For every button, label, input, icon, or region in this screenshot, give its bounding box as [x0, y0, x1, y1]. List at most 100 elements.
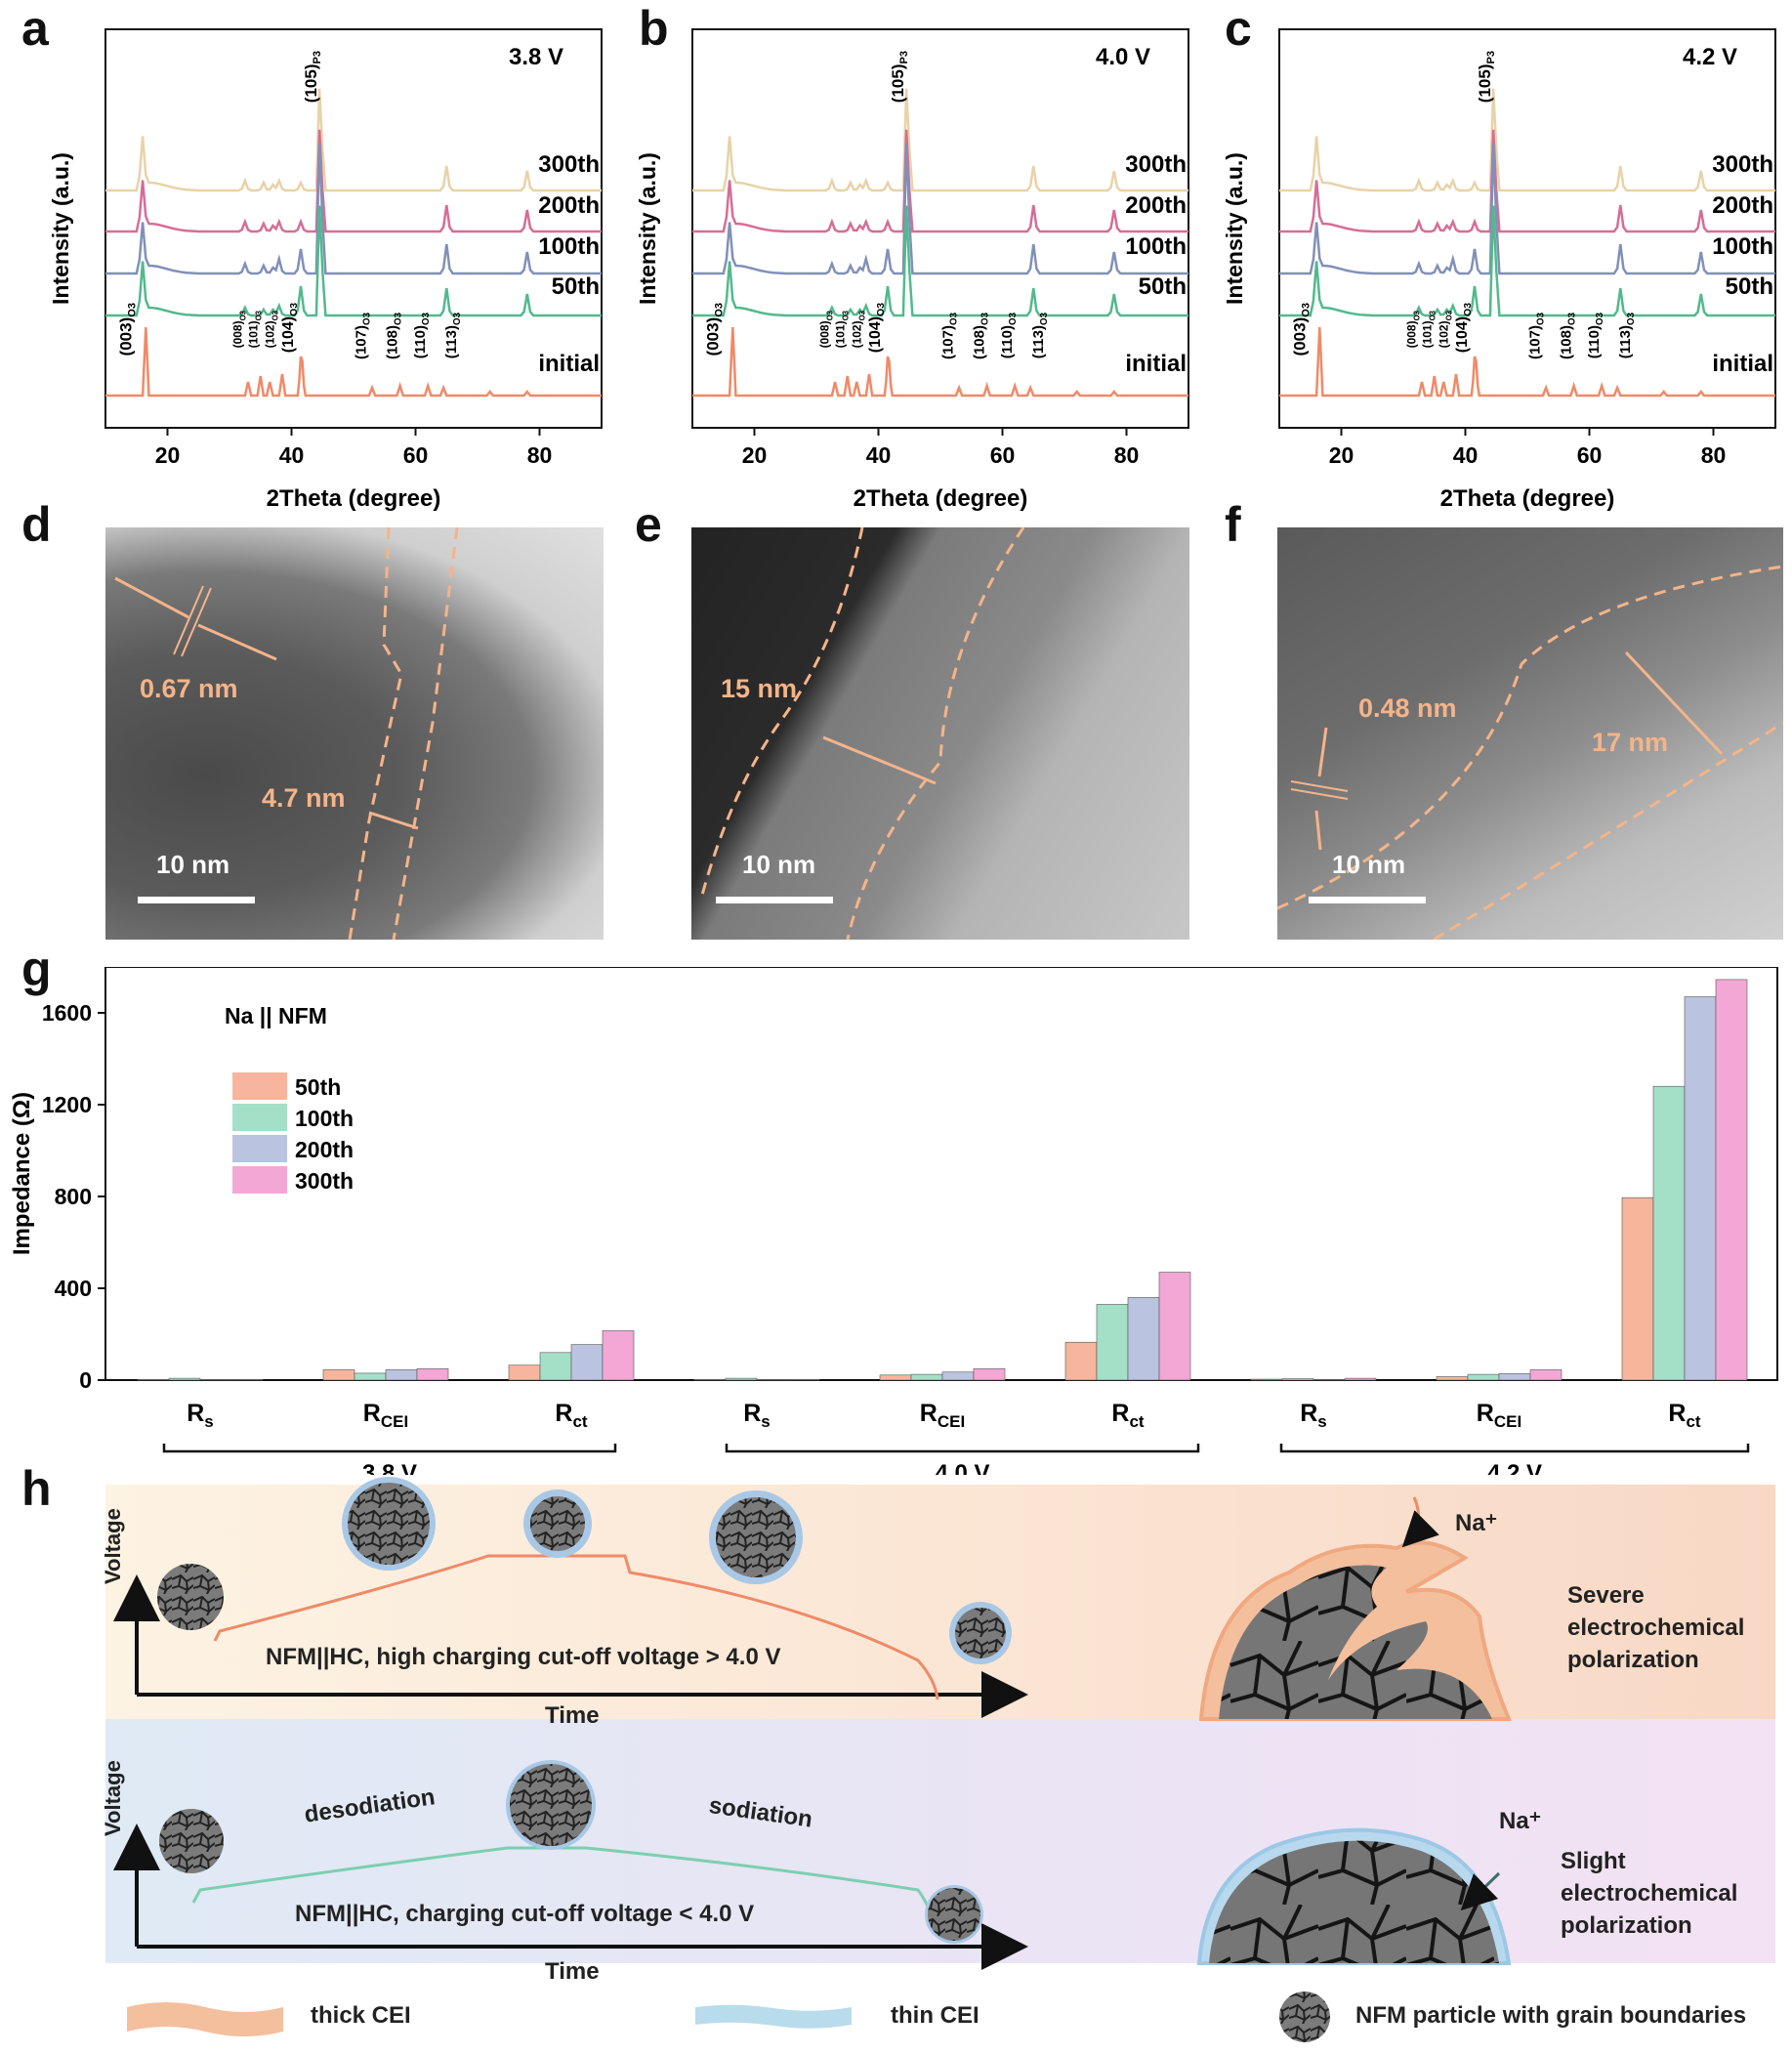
impedance-bar-chart: 0 400 800 1200 1600 Impedance (Ω) Na || NFM 50t…	[9, 967, 1778, 1475]
scale-bar-label: 10 nm	[742, 850, 816, 879]
group-voltage-label: 3.8 V	[362, 1460, 417, 1475]
curve-label: 300th	[1712, 151, 1773, 178]
top-desc-3: polarization	[1567, 1647, 1699, 1673]
peak-label: (008)O3	[818, 310, 835, 348]
group-voltage-label: 4.0 V	[935, 1460, 989, 1475]
legend-label: 50th	[295, 1074, 341, 1100]
legend-swatch	[232, 1166, 287, 1194]
curve-label: 50th	[1139, 273, 1187, 300]
top-voltage-curve	[213, 1554, 939, 1700]
xrd-panel-b: 20 40 60 80 2Theta (degree) Intensity (a.u.) 4…	[635, 28, 1189, 512]
bottom-caption: NFM||HC, charging cut-off voltage < 4.0 …	[295, 1901, 755, 1927]
peak-label: (107)O3	[1527, 312, 1547, 359]
category-label: Rct	[1111, 1400, 1145, 1431]
cei-thickness-label: 15 nm	[721, 674, 798, 703]
bar-200th-RCEI	[941, 1371, 975, 1381]
peak-label: (102)O3	[1438, 310, 1454, 348]
bar-300th-Rs	[787, 1378, 820, 1381]
particle-thin-cei	[159, 1760, 983, 1944]
panel-letter-h: h	[21, 1461, 52, 1516]
peak-label: (107)O3	[940, 312, 960, 359]
bar-chart-area: 0 400 800 1200 1600 Impedance (Ω) Na || NFM 50t…	[9, 967, 1778, 1475]
category-label: Rct	[1668, 1400, 1701, 1431]
peak-label: (105)P3	[1476, 51, 1497, 103]
bar-50th-Rct	[508, 1364, 541, 1381]
voltage-label: 3.8 V	[509, 44, 563, 70]
cracked-particle-thick-cei	[1198, 1496, 1512, 1721]
curve-label: 100th	[1712, 233, 1773, 260]
xrd-curve-300th	[105, 88, 602, 192]
curve-label: 200th	[538, 192, 600, 219]
xtick-label: 20	[1329, 442, 1354, 468]
peak-label: (105)P3	[302, 51, 323, 103]
bar-300th-RCEI	[973, 1367, 1006, 1381]
xtick-label: 60	[990, 442, 1016, 468]
peak-label: (113)O3	[1030, 312, 1050, 358]
bar-100th-RCEI	[910, 1373, 943, 1381]
bar-200th-Rs	[199, 1378, 232, 1381]
scale-bar-label: 10 nm	[156, 850, 230, 879]
xrd-curve-200th	[692, 129, 1188, 233]
panel-letter-f: f	[1225, 497, 1241, 552]
bar-300th-Rct	[1715, 979, 1748, 1381]
bar-200th-Rs	[756, 1378, 789, 1381]
xtick-label: 40	[866, 442, 892, 468]
cei-thickness-label: 4.7 nm	[262, 783, 346, 813]
particle-thick-cei	[157, 1477, 1012, 1664]
curve-label: initial	[538, 351, 600, 377]
tem-image-f: 0.48 nm 17 nm 10 nm	[1277, 527, 1783, 940]
xrd-panel-a: 20 40 60 80 2Theta (degree) Intensity (a.u.) 3…	[48, 28, 603, 512]
bar-100th-Rs	[725, 1377, 758, 1381]
group-bracket	[162, 1444, 617, 1453]
top-desc-2: electrochemical	[1567, 1615, 1745, 1641]
tem-image-e: 15 nm 10 nm	[691, 527, 1189, 940]
bar-300th-Rs	[1344, 1377, 1377, 1381]
xtick-label: 80	[527, 442, 553, 468]
xrd-xlabel: 2Theta (degree)	[1440, 485, 1615, 512]
group-bracket	[1279, 1444, 1750, 1453]
curve-label: initial	[1712, 351, 1773, 377]
xrd-curve-initial	[692, 326, 1188, 398]
xtick-label: 20	[155, 442, 181, 468]
bar-200th-Rs	[1313, 1378, 1346, 1381]
peak-label: (113)O3	[443, 312, 463, 358]
xrd-ylabel: Intensity (a.u.)	[1222, 152, 1247, 305]
bar-300th-Rct	[602, 1330, 635, 1381]
xrd-curve-50th	[1279, 205, 1775, 317]
group-voltage-label: 4.2 V	[1487, 1460, 1542, 1475]
thin-cei-swatch	[695, 2004, 852, 2029]
xrd-panels: 20 40 60 80 2Theta (degree) Intensity (a.u.) 3…	[48, 28, 1776, 512]
xrd-curve-50th	[105, 205, 602, 317]
bar-50th-RCEI	[879, 1374, 912, 1381]
ytick-label: 400	[55, 1276, 92, 1301]
bar-100th-Rs	[1281, 1378, 1314, 1381]
voltage-label: 4.0 V	[1096, 44, 1150, 70]
particle-thin-cei-section	[1196, 1827, 1512, 1965]
bar-300th-Rs	[230, 1378, 264, 1381]
top-caption: NFM||HC, high charging cut-off voltage >…	[266, 1644, 781, 1670]
bottom-voltage-curve	[191, 1846, 935, 1930]
lattice-spacing-label: 0.67 nm	[140, 674, 238, 703]
xtick-label: 80	[1114, 442, 1140, 468]
schematic-diagram	[113, 1477, 1512, 2042]
particle-legend-icon	[1279, 1992, 1330, 2042]
curve-label: 200th	[1712, 192, 1773, 219]
top-voltage-label: Voltage	[101, 1508, 125, 1584]
scale-bar	[716, 897, 833, 903]
xtick-label: 80	[1701, 442, 1727, 468]
ytick-label: 800	[55, 1184, 92, 1209]
bar-100th-Rct	[1096, 1304, 1129, 1381]
ytick-label: 0	[79, 1367, 92, 1393]
legend-label: 300th	[295, 1168, 354, 1194]
xrd-ylabel: Intensity (a.u.)	[635, 152, 660, 305]
category-label: Rs	[1300, 1400, 1327, 1431]
category-label: RCEI	[1477, 1400, 1521, 1431]
legend-label: 100th	[295, 1106, 354, 1131]
group-bracket	[725, 1444, 1200, 1453]
xtick-label: 40	[1453, 442, 1479, 468]
peak-label: (108)O3	[384, 312, 403, 359]
category-label: Rs	[743, 1400, 771, 1431]
bar-200th-Rct	[570, 1344, 604, 1381]
peak-label: (105)P3	[889, 51, 910, 103]
xrd-curve-50th	[692, 205, 1188, 317]
